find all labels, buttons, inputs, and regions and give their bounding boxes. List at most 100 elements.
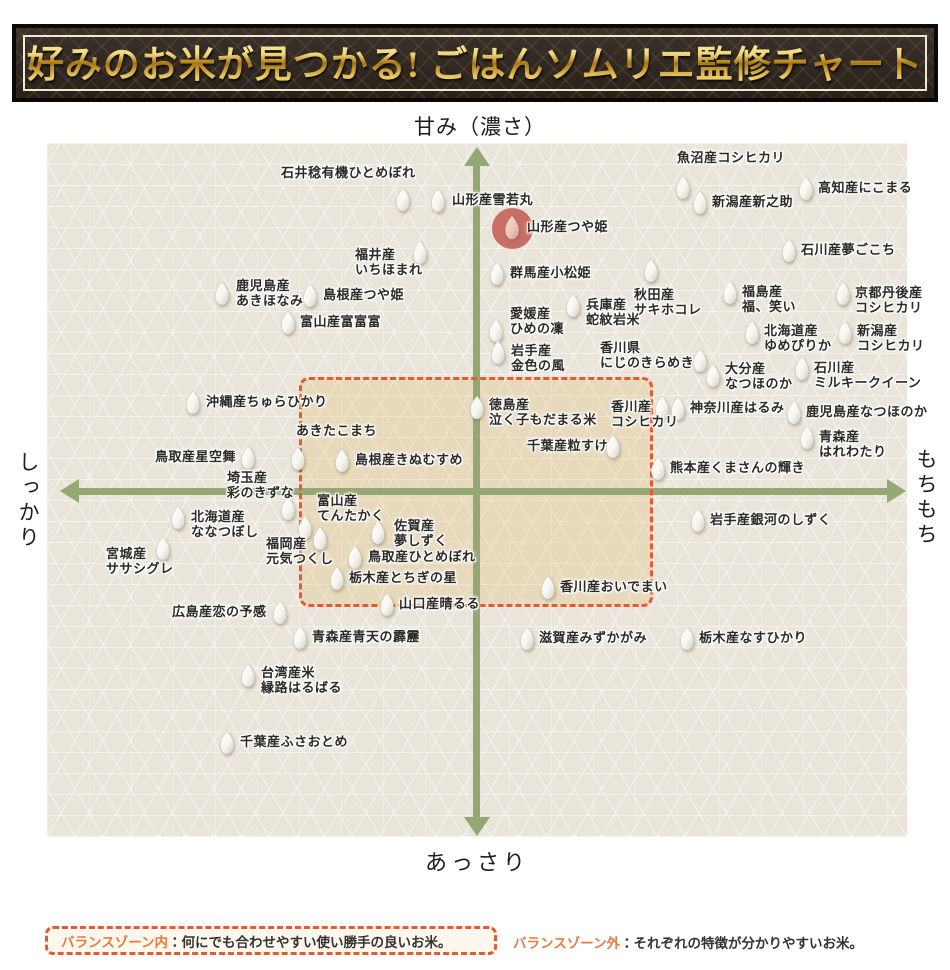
rice-marker	[488, 318, 504, 343]
rice-label: 岩手産 金色の風	[511, 343, 566, 373]
rice-label: 新潟産新之助	[712, 194, 794, 209]
rice-marker	[692, 190, 708, 215]
rice-label: 北海道産 ななつぼし	[191, 509, 259, 539]
rice-label: 鹿児島産なつほのか	[806, 404, 928, 419]
rice-marker	[240, 663, 256, 688]
rice-label: 青森産青天の霹靂	[312, 629, 421, 644]
rice-label: 鳥取産ひとめぼれ	[368, 549, 476, 564]
rice-marker	[240, 445, 256, 470]
rice-label: 福井産 いちほまれ	[355, 247, 423, 277]
legend-outside-desc: ：それぞれの特徴が分かりやすいお米。	[620, 936, 864, 951]
rice-marker	[690, 508, 706, 533]
rice-marker	[794, 356, 810, 381]
rice-label: 魚沼産コシヒカリ	[677, 150, 786, 165]
axis-label-bottom: あっさり	[424, 850, 529, 875]
rice-label: 栃木産なすひかり	[699, 630, 808, 645]
rice-label: 神奈川産はるみ	[690, 400, 785, 415]
rice-label: 兵庫産 蛇紋岩米	[586, 297, 641, 327]
rice-marker	[334, 448, 350, 473]
rice-label: 山口産晴るる	[399, 596, 481, 611]
legend-inside-label: バランスゾーン内	[61, 934, 169, 950]
rice-label: 広島産恋の予感	[172, 604, 267, 619]
rice-label: 青森産 はれわたり	[819, 429, 887, 459]
rice-marker	[170, 505, 186, 530]
rice-marker	[214, 281, 230, 306]
rice-label: 宮城産 ササシグレ	[106, 546, 174, 576]
rice-label: 京都丹後産 コシヒカリ	[855, 285, 923, 315]
rice-label: 福岡産 元気つくし	[266, 536, 334, 566]
rice-marker	[185, 390, 201, 415]
rice-marker	[395, 187, 411, 212]
rice-marker	[650, 456, 666, 481]
rice-label: 石川産 ミルキークイーン	[814, 360, 922, 390]
rice-label: 香川県 にじのきらめき	[600, 340, 695, 370]
legend-outside-text: バランスゾーン外：それぞれの特徴が分かりやすいお米。	[513, 932, 863, 952]
rice-label: 山形産雪若丸	[452, 192, 534, 207]
rice-label: 徳島産 泣く子もだまる米	[489, 397, 597, 427]
rice-label: 香川産 コシヒカリ	[611, 399, 679, 429]
rice-label: 栃木産とちぎの星	[349, 570, 458, 585]
rice-marker-highlighted	[492, 207, 533, 249]
rice-label: 愛媛産 ひめの凜	[510, 306, 565, 336]
arrow-down-icon	[464, 817, 490, 836]
rice-label: 石井稔有機ひとめぼれ	[281, 165, 416, 180]
rice-marker	[744, 320, 760, 345]
rice-marker	[837, 320, 853, 345]
rice-marker	[280, 310, 296, 335]
rice-marker	[786, 400, 802, 425]
rice-marker	[705, 363, 721, 388]
rice-marker	[643, 258, 659, 283]
rice-marker	[347, 545, 363, 570]
rice-label: 千葉産ふさおとめ	[240, 734, 349, 749]
rice-label: 島根産つや姫	[323, 287, 405, 302]
rice-marker	[565, 293, 581, 318]
rice-marker	[370, 520, 386, 545]
arrow-left-icon	[60, 479, 79, 503]
rice-label: 佐賀産 夢しずく	[394, 518, 448, 548]
rice-label: 沖縄産ちゅらひかり	[206, 394, 328, 409]
rice-label: 鹿児島産 あきほなみ	[236, 278, 304, 308]
rice-label: 山形産つや姫	[527, 219, 609, 234]
rice-label: 富山産 てんたかく	[317, 493, 385, 523]
rice-marker	[280, 496, 296, 521]
axis-label-top: 甘み（濃さ）	[414, 115, 546, 139]
rice-label: 高知産にこまる	[818, 180, 913, 195]
rice-marker	[292, 625, 308, 650]
rice-marker	[799, 425, 815, 450]
rice-label: あきたこまち	[296, 423, 378, 438]
rice-marker	[155, 536, 171, 561]
rice-marker	[781, 238, 797, 263]
legend-inside-desc: ：何にでも合わせやすい使い勝手の良いお米。	[168, 934, 452, 950]
rice-marker	[692, 348, 708, 373]
legend-outside-label: バランスゾーン外	[513, 936, 621, 951]
rice-label: 福島産 福、笑い	[742, 284, 797, 314]
balance-zone-border	[299, 377, 653, 607]
axis-label-left: しっかり	[16, 451, 40, 551]
legend-inside-box: バランスゾーン内 ：何にでも合わせやすい使い勝手の良いお米。	[45, 926, 497, 955]
rice-marker	[297, 515, 313, 540]
rice-marker	[312, 526, 328, 551]
page-title: 好みのお米が見つかる! ごはんソムリエ監修チャート	[16, 34, 934, 88]
rice-marker	[379, 592, 395, 617]
arrow-up-icon	[464, 147, 490, 166]
rice-marker	[290, 446, 306, 471]
rice-marker	[519, 626, 535, 651]
rice-marker	[675, 175, 691, 200]
rice-marker	[540, 575, 556, 600]
rice-label: 秋田産 サキホコレ	[634, 287, 702, 317]
rice-label: 石川産夢ごこち	[801, 242, 896, 257]
rice-marker	[605, 434, 621, 459]
rice-label: 新潟産 コシヒカリ	[857, 323, 925, 353]
rice-label: 鳥取産星空舞	[155, 449, 237, 464]
x-axis	[77, 488, 891, 495]
rice-marker	[670, 396, 686, 421]
rice-label: 北海道産 ゆめぴりか	[764, 323, 832, 353]
rice-marker	[835, 281, 851, 306]
rice-marker	[272, 600, 288, 625]
title-banner: 好みのお米が見つかる! ごはんソムリエ監修チャート	[12, 24, 938, 102]
rice-label: 熊本産くまさんの輝き	[670, 460, 806, 475]
rice-label: 埼玉産 彩のきずな	[227, 470, 295, 500]
rice-marker	[219, 730, 235, 755]
rice-label: 群馬産小松姫	[510, 265, 592, 280]
